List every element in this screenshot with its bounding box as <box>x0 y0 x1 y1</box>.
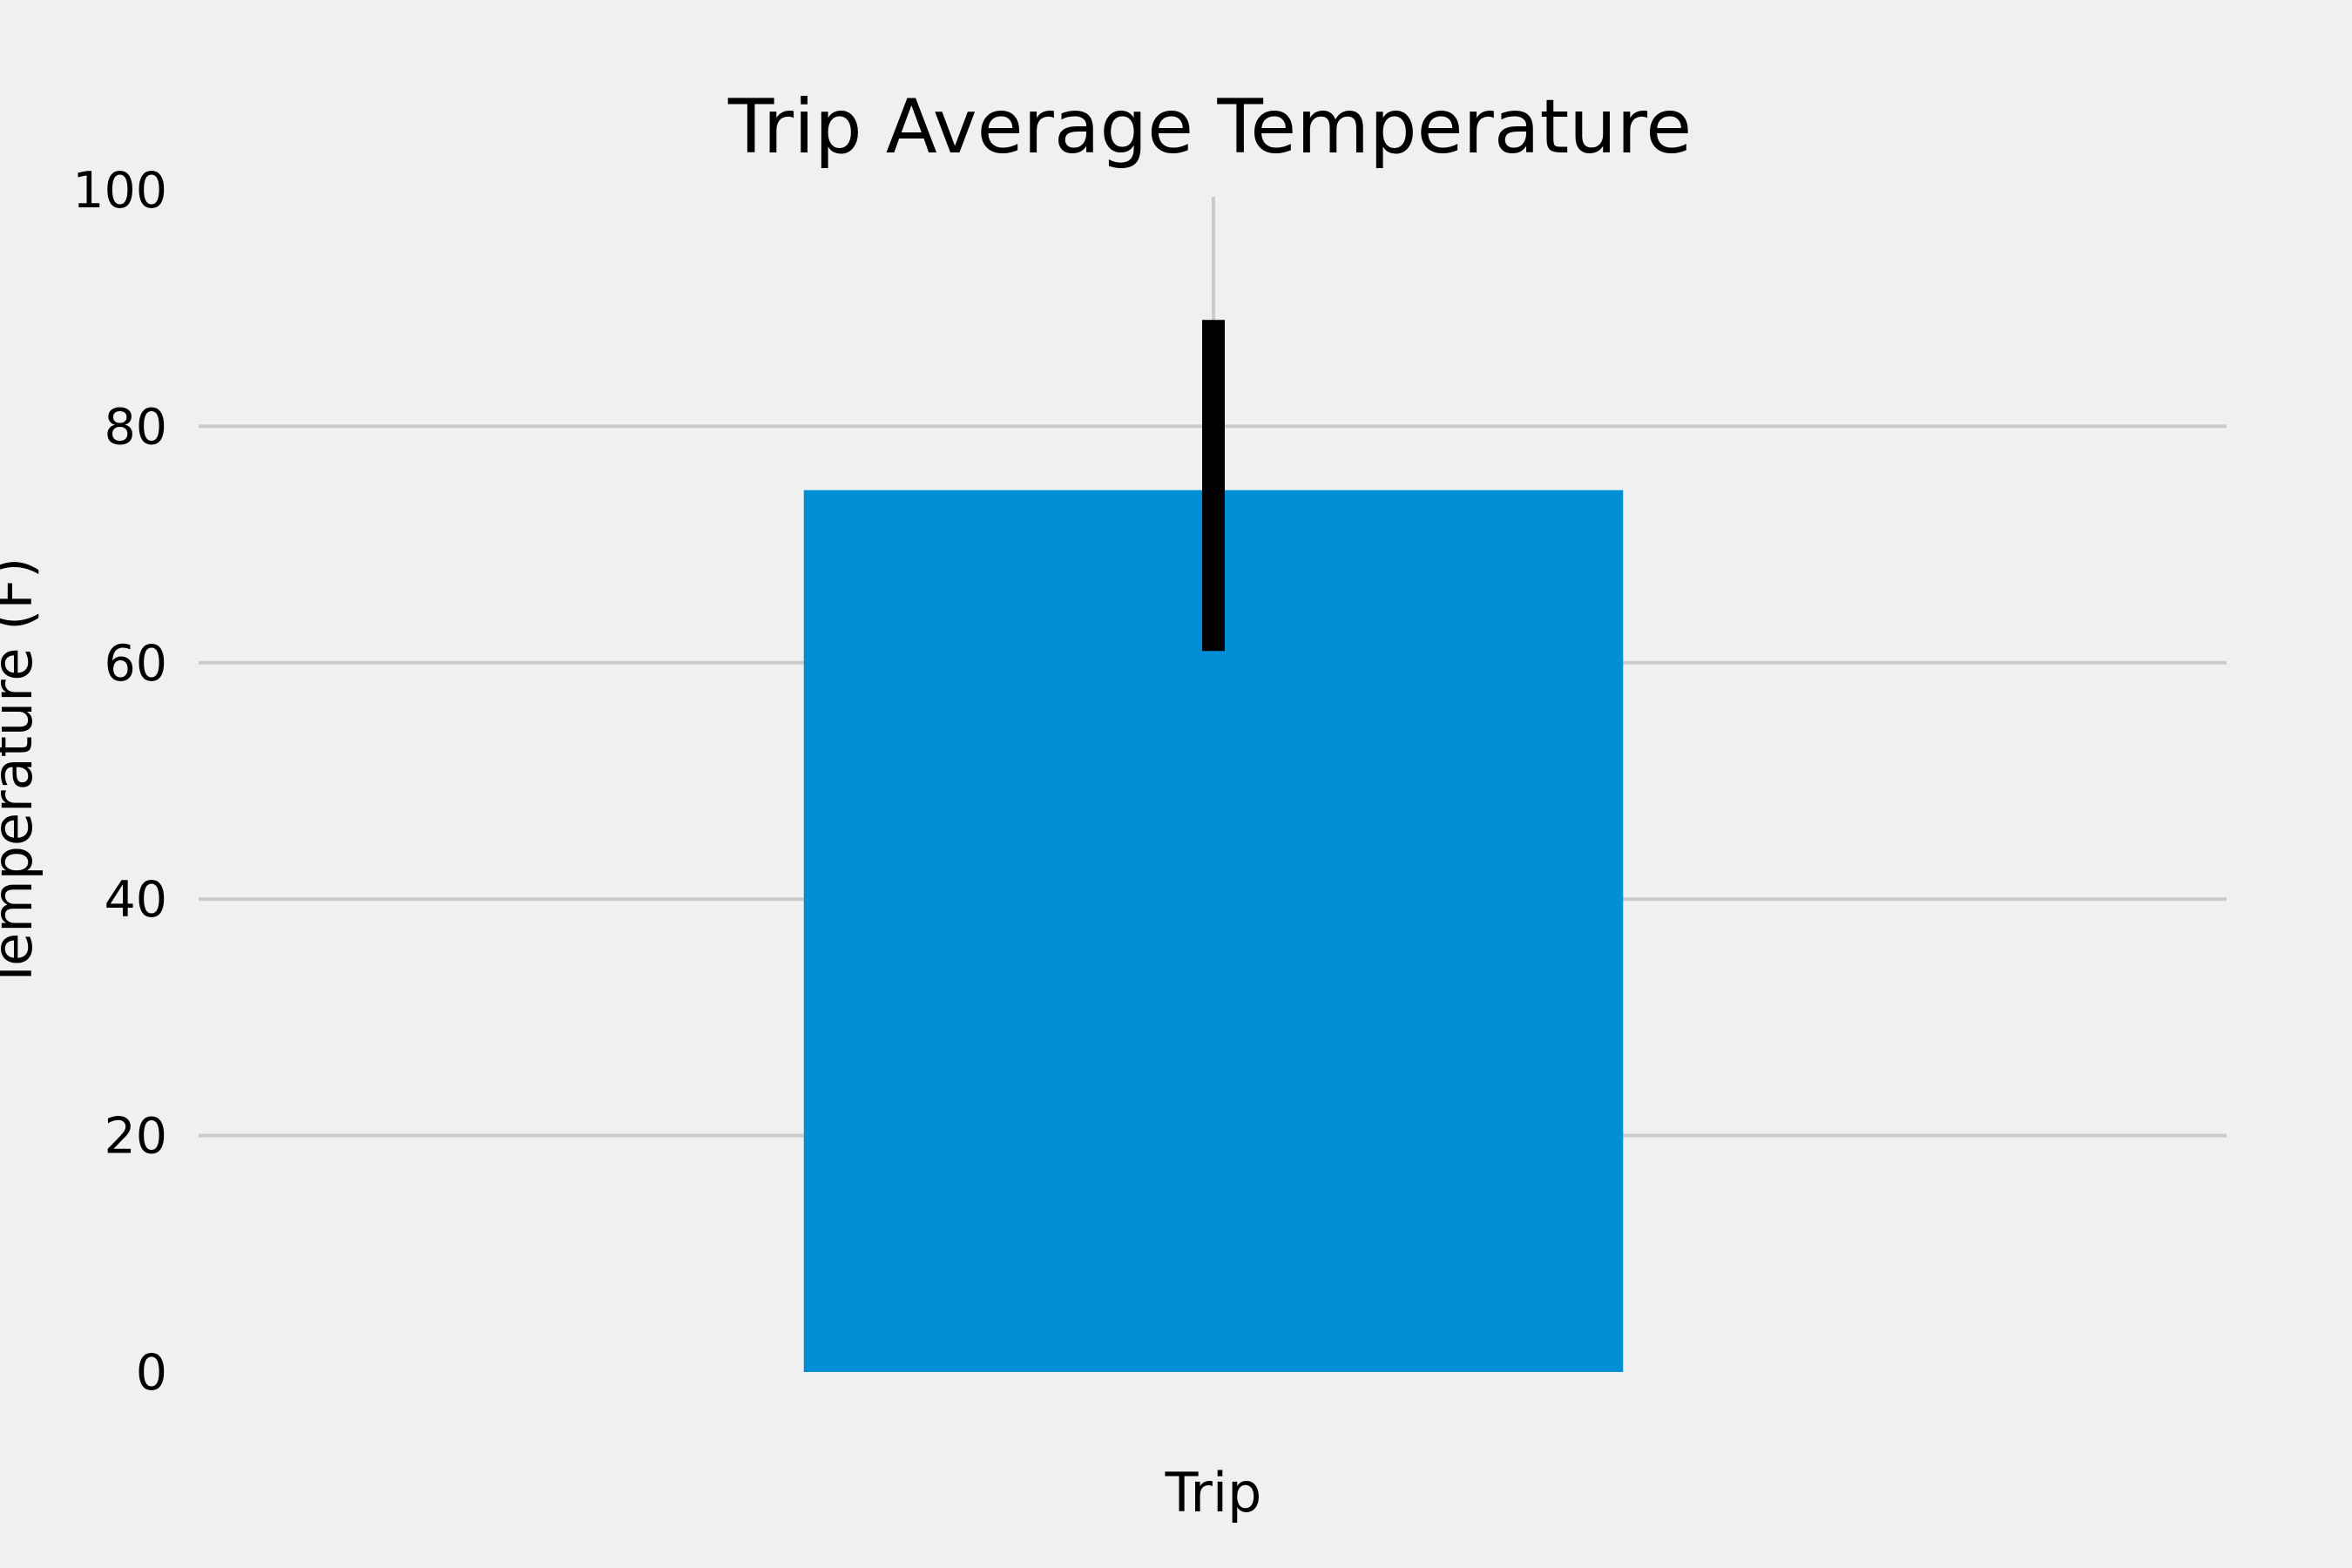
chart-title: Trip Average Temperature <box>727 84 1692 171</box>
y-axis-label: Temperature (F) <box>0 558 44 990</box>
y-tick-label: 0 <box>136 1344 167 1402</box>
y-tick-label: 80 <box>104 398 167 456</box>
x-tick-label: Trip <box>1165 1461 1262 1524</box>
y-tick-label: 60 <box>104 635 167 693</box>
y-tick-label: 40 <box>104 871 167 929</box>
y-tick-label: 20 <box>104 1108 167 1166</box>
y-tick-labels: 0 20 40 60 80 100 <box>72 162 167 1402</box>
x-tick-labels: Trip <box>1165 1461 1262 1524</box>
y-tick-label: 100 <box>72 162 167 220</box>
